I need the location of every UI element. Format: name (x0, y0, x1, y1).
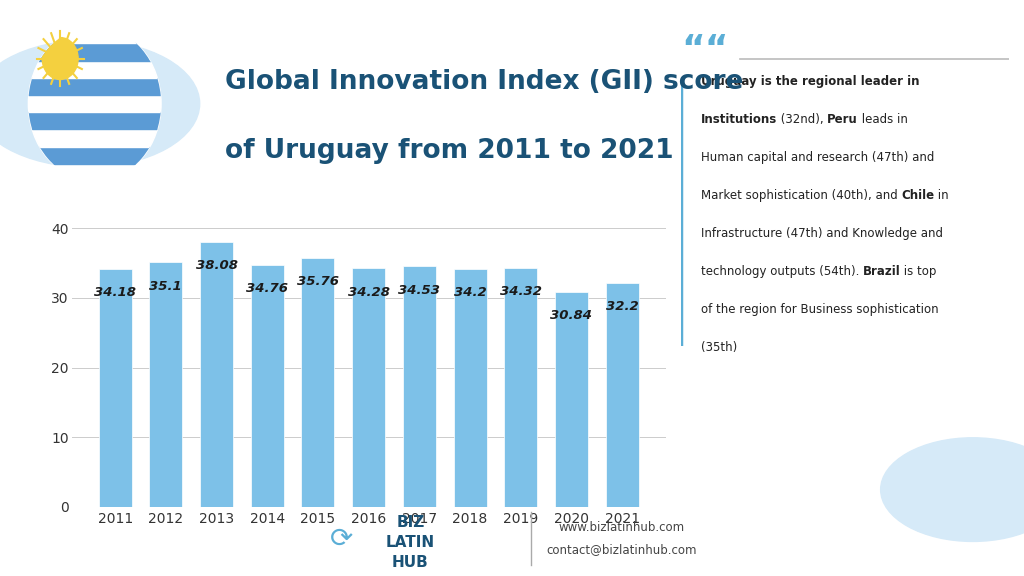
Text: 35.76: 35.76 (297, 275, 339, 288)
Bar (29, 60, 161, 78)
Text: Human capital and research (47th) and: Human capital and research (47th) and (700, 151, 934, 164)
Bar (504, 268, 538, 507)
Text: Uruguay is the regional leader in: Uruguay is the regional leader in (700, 75, 920, 88)
Text: contact@bizlatinhub.com: contact@bizlatinhub.com (546, 543, 696, 556)
Text: 34.32: 34.32 (500, 285, 542, 298)
Text: of the region for Business sophistication: of the region for Business sophisticatio… (700, 303, 938, 316)
Text: leads in: leads in (858, 113, 908, 126)
Text: (35th): (35th) (700, 341, 737, 354)
Text: (32nd),: (32nd), (777, 113, 827, 126)
Bar (454, 268, 486, 507)
Text: Peru: Peru (827, 113, 858, 126)
Text: 34.2: 34.2 (454, 286, 486, 299)
Text: 38.08: 38.08 (196, 259, 238, 272)
Bar (605, 283, 639, 507)
Text: HUB: HUB (392, 555, 429, 570)
Text: of Uruguay from 2011 to 2021: of Uruguay from 2011 to 2021 (225, 138, 674, 164)
Text: Global Innovation Index (GII) score: Global Innovation Index (GII) score (225, 69, 743, 95)
Text: 30.84: 30.84 (551, 309, 593, 323)
Bar (29, 95, 161, 112)
Text: Brazil: Brazil (863, 265, 900, 278)
Bar (150, 263, 182, 507)
Text: 34.18: 34.18 (94, 286, 136, 299)
Bar (29, 130, 161, 147)
Text: ⟳: ⟳ (330, 525, 353, 552)
Text: in: in (934, 189, 949, 202)
Bar (402, 266, 436, 507)
Text: 34.28: 34.28 (347, 286, 390, 298)
Bar (200, 241, 233, 507)
Bar (29, 147, 161, 164)
Text: Chile: Chile (901, 189, 934, 202)
Text: Market sophistication (40th), and: Market sophistication (40th), and (700, 189, 901, 202)
Bar (29, 78, 161, 95)
Text: 35.1: 35.1 (150, 280, 182, 293)
Circle shape (42, 37, 78, 79)
Bar (29, 43, 161, 60)
Bar (352, 268, 385, 507)
Bar (98, 269, 132, 507)
Text: ““: ““ (681, 33, 728, 67)
Circle shape (29, 26, 161, 181)
Text: www.bizlatinhub.com: www.bizlatinhub.com (558, 521, 684, 534)
Text: 32.2: 32.2 (606, 300, 639, 313)
Text: Institutions: Institutions (700, 113, 777, 126)
Bar (555, 292, 588, 507)
Text: LATIN: LATIN (386, 535, 435, 550)
Bar (251, 265, 284, 507)
Text: BIZ: BIZ (396, 514, 425, 529)
Bar (29, 112, 161, 130)
Bar (29, 164, 161, 181)
Text: 34.53: 34.53 (398, 284, 440, 297)
Bar (301, 258, 335, 507)
Text: is top: is top (900, 265, 937, 278)
Text: Infrastructure (47th) and Knowledge and: Infrastructure (47th) and Knowledge and (700, 227, 943, 240)
Text: technology outputs (54th).: technology outputs (54th). (700, 265, 863, 278)
Bar (29, 26, 161, 43)
Text: 34.76: 34.76 (246, 282, 288, 295)
